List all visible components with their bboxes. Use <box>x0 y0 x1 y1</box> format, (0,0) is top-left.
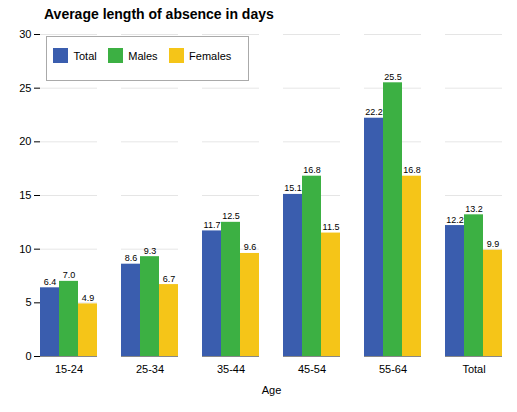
svg-text:0: 0 <box>25 350 31 362</box>
svg-text:9.9: 9.9 <box>487 239 500 249</box>
svg-text:30: 30 <box>19 28 31 40</box>
svg-text:16.8: 16.8 <box>303 165 321 175</box>
svg-text:9.6: 9.6 <box>244 242 257 252</box>
svg-text:22.2: 22.2 <box>365 107 383 117</box>
svg-text:15-24: 15-24 <box>55 363 83 375</box>
svg-text:25-34: 25-34 <box>136 363 164 375</box>
svg-text:10: 10 <box>19 243 31 255</box>
svg-text:25.5: 25.5 <box>384 72 402 82</box>
svg-text:35-44: 35-44 <box>217 363 245 375</box>
svg-text:11.7: 11.7 <box>204 220 221 230</box>
svg-text:25: 25 <box>19 82 31 94</box>
html-text:Total: Total <box>73 49 97 62</box>
svg-text:15.1: 15.1 <box>284 183 302 193</box>
svg-text:9.3: 9.3 <box>144 246 157 256</box>
svg-text:12.2: 12.2 <box>446 215 464 225</box>
svg-text:Age: Age <box>262 384 282 396</box>
svg-text:6.4: 6.4 <box>44 277 57 287</box>
svg-text:12.5: 12.5 <box>222 211 240 221</box>
html-text:Males: Males <box>128 49 158 62</box>
svg-text:16.8: 16.8 <box>403 165 421 175</box>
svg-text:15: 15 <box>19 189 31 201</box>
svg-text:7.0: 7.0 <box>63 270 76 280</box>
svg-text:6.7: 6.7 <box>163 274 176 284</box>
svg-text:13.2: 13.2 <box>465 204 483 214</box>
html-text:Females: Females <box>189 49 232 62</box>
svg-text:45-54: 45-54 <box>298 363 326 375</box>
svg-text:8.6: 8.6 <box>125 253 138 263</box>
svg-text:20: 20 <box>19 135 31 147</box>
svg-text:55-64: 55-64 <box>379 363 407 375</box>
svg-text:5: 5 <box>25 296 31 308</box>
svg-text:4.9: 4.9 <box>82 293 95 303</box>
svg-text:11.5: 11.5 <box>323 222 340 232</box>
svg-text:Total: Total <box>462 363 485 375</box>
html-text:Average length of absence in d: Average length of absence in days <box>44 6 274 22</box>
